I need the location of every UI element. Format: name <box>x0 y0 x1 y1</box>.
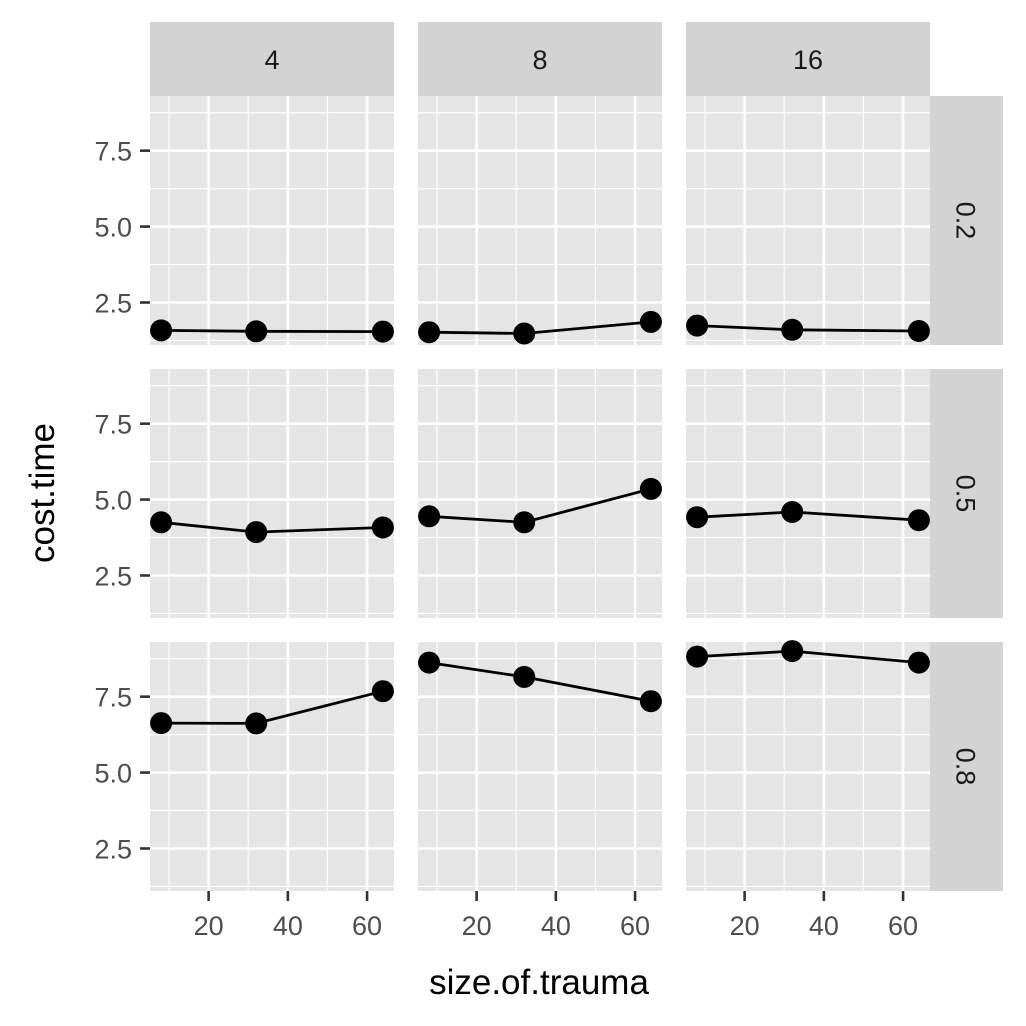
panels-layer <box>150 96 930 891</box>
data-point <box>781 640 804 663</box>
data-point <box>150 319 173 342</box>
data-point <box>907 509 930 532</box>
x-tick-label: 60 <box>620 911 650 941</box>
panel-background <box>150 642 394 891</box>
strips-layer: 4 8 16 0.2 0.5 0.8 <box>150 22 1003 891</box>
data-point <box>371 516 394 539</box>
x-tick-label: 60 <box>352 911 382 941</box>
y-tick-label: 7.5 <box>94 683 132 713</box>
series-16-0.5 <box>686 501 930 532</box>
data-point <box>150 712 173 735</box>
data-point <box>245 712 268 735</box>
row-strip-label: 0.2 <box>951 202 981 240</box>
col-strip-label: 16 <box>793 45 823 75</box>
row-strip <box>930 369 1003 618</box>
series-8-0.5 <box>418 477 662 534</box>
data-point <box>639 477 662 500</box>
data-point <box>371 320 394 343</box>
series-8-0.8 <box>418 651 662 713</box>
x-tick-label: 40 <box>541 911 571 941</box>
panel-8-0.8 <box>418 642 662 891</box>
panel-4-0.5 <box>150 369 394 618</box>
panel-background <box>150 369 394 618</box>
data-point <box>781 318 804 341</box>
y-tick-label: 7.5 <box>94 410 132 440</box>
row-strip <box>930 642 1003 891</box>
data-point <box>418 505 441 528</box>
panel-background <box>686 369 930 618</box>
x-axis-title: size.of.trauma <box>429 963 649 1002</box>
panel-background <box>686 642 930 891</box>
data-point <box>513 322 536 345</box>
panel-4-0.8 <box>150 642 394 891</box>
y-tick-label: 2.5 <box>94 288 132 318</box>
data-point <box>907 320 930 342</box>
series-8-0.2 <box>418 310 662 345</box>
col-strip <box>418 22 662 96</box>
y-axis-title: cost.time <box>23 423 62 563</box>
x-tick-label: 40 <box>809 911 839 941</box>
panel-16-0.5 <box>686 369 930 618</box>
series-4-0.2 <box>150 319 394 343</box>
data-point <box>371 680 394 703</box>
x-tick-label: 20 <box>730 911 760 941</box>
panel-8-0.2 <box>418 96 662 345</box>
panel-16-0.8 <box>686 642 930 891</box>
data-point <box>686 314 709 337</box>
series-line <box>161 329 383 334</box>
col-strip <box>686 22 930 96</box>
panel-background <box>686 96 930 345</box>
data-point <box>639 310 662 333</box>
series-16-0.2 <box>686 314 930 342</box>
row-strip-label: 0.8 <box>951 748 981 786</box>
data-point <box>639 690 662 713</box>
x-tick-label: 20 <box>462 911 492 941</box>
panel-background <box>418 369 662 618</box>
y-tick-label: 7.5 <box>94 137 132 167</box>
y-tick-label: 2.5 <box>94 561 132 591</box>
col-strip <box>150 22 394 96</box>
row-strip-label: 0.5 <box>951 475 981 513</box>
panel-background <box>418 96 662 345</box>
panel-background <box>150 96 394 345</box>
data-point <box>418 321 441 344</box>
y-tick-label: 5.0 <box>94 759 132 789</box>
panel-4-0.2 <box>150 96 394 345</box>
data-point <box>686 506 709 529</box>
series-4-0.8 <box>150 680 394 735</box>
x-tick-label: 20 <box>194 911 224 941</box>
data-point <box>245 320 268 343</box>
x-tick-label: 40 <box>273 911 303 941</box>
series-16-0.8 <box>686 640 930 674</box>
y-tick-label: 2.5 <box>94 834 132 864</box>
data-point <box>907 651 930 674</box>
data-layer <box>150 310 930 735</box>
col-strip-label: 8 <box>532 45 547 75</box>
data-point <box>686 645 709 668</box>
data-point <box>513 665 536 688</box>
data-point <box>513 511 536 534</box>
y-tick-label: 5.0 <box>94 213 132 243</box>
col-strip-label: 4 <box>264 45 279 75</box>
series-4-0.5 <box>150 511 394 544</box>
panel-16-0.2 <box>686 96 930 345</box>
y-tick-label: 5.0 <box>94 486 132 516</box>
x-tick-label: 60 <box>888 911 918 941</box>
row-strip <box>930 96 1003 345</box>
data-point <box>245 521 268 544</box>
axes-layer: 2.5 5.0 7.5 2.5 5.0 7.5 2.5 5.0 7.5 20 40 60 20 40 60 2… <box>94 137 918 941</box>
data-point <box>781 501 804 523</box>
panel-8-0.5 <box>418 369 662 618</box>
data-point <box>418 651 441 674</box>
data-point <box>150 511 173 534</box>
